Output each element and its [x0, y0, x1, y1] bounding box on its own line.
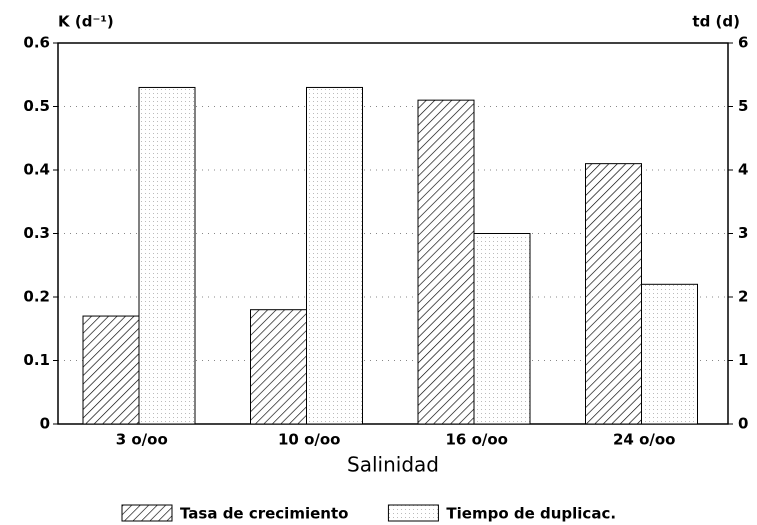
y-tick-label: 0.4	[23, 161, 50, 179]
bar	[473, 233, 531, 425]
y2-tick-label: 2	[738, 288, 748, 306]
legend-swatch	[121, 504, 173, 522]
y2-tick-label: 5	[738, 97, 748, 115]
x-tick-label: 16 o/oo	[446, 431, 509, 449]
y2-tick-label: 0	[738, 415, 748, 433]
plot-frame	[57, 42, 729, 425]
legend-label: Tiempo de duplicac.	[446, 505, 616, 523]
y-tick-label: 0	[40, 415, 50, 433]
legend-swatch	[387, 504, 439, 522]
bar	[306, 86, 363, 425]
y2-axis-label: td (d)	[692, 13, 740, 31]
y2-tick-label: 4	[738, 161, 748, 179]
x-tick-label: 10 o/oo	[278, 431, 341, 449]
y-axis-label: K (d⁻¹)	[58, 13, 114, 31]
y2-tick-label: 3	[738, 224, 748, 242]
y2-tick-label: 1	[738, 351, 748, 369]
y-tick-label: 0.1	[23, 351, 50, 369]
legend-label: Tasa de crecimiento	[180, 505, 348, 523]
y-tick-label: 0.2	[23, 288, 50, 306]
y-tick-label: 0.5	[23, 97, 50, 115]
x-tick-label: 3 o/oo	[116, 431, 168, 449]
bar	[82, 315, 140, 425]
bar	[417, 99, 475, 425]
y2-tick-label: 6	[738, 34, 748, 52]
y-tick-label: 0.6	[23, 34, 50, 52]
x-tick-label: 24 o/oo	[613, 431, 676, 449]
x-axis-label: Salinidad	[347, 453, 439, 477]
bar	[585, 163, 642, 425]
y-tick-label: 0.3	[23, 224, 50, 242]
bar	[138, 86, 196, 425]
bar	[250, 309, 307, 425]
bar	[641, 283, 698, 425]
